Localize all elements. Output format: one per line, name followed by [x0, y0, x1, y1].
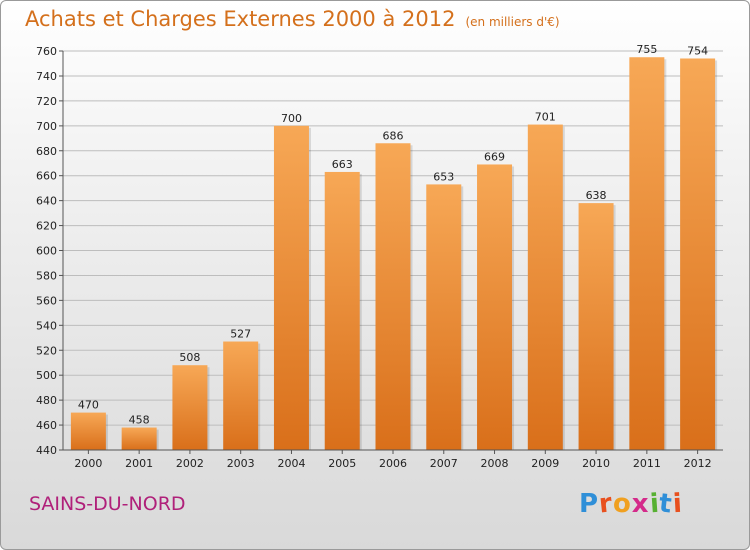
- x-tick-label: 2010: [582, 457, 610, 470]
- bar-2006: [375, 143, 411, 451]
- bar-value-label: 638: [586, 189, 607, 202]
- bar-2011: [629, 57, 665, 450]
- bar-2007: [426, 184, 462, 450]
- y-tick-label: 740: [36, 70, 57, 83]
- bar-2012: [680, 58, 716, 450]
- y-tick-label: 660: [36, 170, 57, 183]
- logo-letter: i: [672, 488, 684, 520]
- x-tick-label: 2006: [379, 457, 407, 470]
- y-tick-label: 760: [36, 45, 57, 58]
- x-tick-label: 2007: [430, 457, 458, 470]
- y-tick-label: 500: [36, 369, 57, 382]
- bar-value-label: 458: [129, 414, 150, 427]
- logo-letter: o: [611, 488, 633, 520]
- x-tick-label: 2009: [531, 457, 559, 470]
- chart-title: Achats et Charges Externes 2000 à 2012 (e…: [25, 7, 560, 31]
- x-tick-label: 2002: [176, 457, 204, 470]
- bar-2003: [223, 341, 259, 450]
- bar-2000: [70, 412, 106, 450]
- bar-value-label: 754: [687, 44, 708, 57]
- y-tick-label: 560: [36, 294, 57, 307]
- bar-2001: [121, 427, 157, 450]
- x-tick-label: 2001: [125, 457, 153, 470]
- y-tick-label: 640: [36, 195, 57, 208]
- y-tick-label: 620: [36, 220, 57, 233]
- bar-value-label: 508: [179, 351, 200, 364]
- bar-2002: [172, 365, 208, 450]
- y-tick-label: 480: [36, 394, 57, 407]
- bar-2010: [578, 203, 614, 450]
- bar-2004: [273, 125, 309, 450]
- y-tick-label: 680: [36, 145, 57, 158]
- proxiti-logo[interactable]: Proxiti: [579, 488, 684, 520]
- y-tick-label: 580: [36, 269, 57, 282]
- bar-value-label: 653: [433, 170, 454, 183]
- x-tick-label: 2004: [277, 457, 305, 470]
- y-tick-label: 600: [36, 245, 57, 258]
- x-tick-label: 2012: [684, 457, 712, 470]
- y-tick-label: 440: [36, 444, 57, 457]
- y-tick-label: 460: [36, 419, 57, 432]
- bar-value-label: 700: [281, 112, 302, 125]
- bar-value-label: 527: [230, 328, 251, 341]
- bar-2009: [527, 124, 563, 451]
- bar-value-label: 470: [78, 399, 99, 412]
- y-axis: 440 460 480 500 520 540 560 580 600 620 640 660 680 7…: [36, 45, 64, 457]
- y-tick-label: 700: [36, 120, 57, 133]
- x-tick-label: 2008: [481, 457, 509, 470]
- bars: 470 458 508 527 700 663 686 653 669 701 638 755 754: [70, 43, 718, 451]
- bar-2005: [324, 171, 360, 450]
- chart-subtitle: (en milliers d'€): [465, 15, 560, 29]
- y-tick-label: 720: [36, 95, 57, 108]
- y-tick-label: 520: [36, 344, 57, 357]
- x-tick-label: 2011: [633, 457, 661, 470]
- x-tick-label: 2005: [328, 457, 356, 470]
- logo-letter: P: [579, 489, 600, 519]
- bar-value-label: 669: [484, 150, 505, 163]
- bar-2008: [477, 164, 513, 450]
- bar-value-label: 755: [636, 43, 657, 56]
- x-tick-label: 2000: [74, 457, 102, 470]
- chart-title-text: Achats et Charges Externes 2000 à 2012: [25, 7, 456, 31]
- bar-value-label: 663: [332, 158, 353, 171]
- x-axis: 2000 2001 2002 2003 2004 2005 2006 2007 2008 2009…: [63, 449, 723, 470]
- bar-value-label: 701: [535, 111, 556, 124]
- logo-letter: x: [631, 489, 650, 519]
- place-name: SAINS-DU-NORD: [29, 493, 186, 515]
- y-tick-label: 540: [36, 319, 57, 332]
- bar-value-label: 686: [383, 129, 404, 142]
- x-tick-label: 2003: [227, 457, 255, 470]
